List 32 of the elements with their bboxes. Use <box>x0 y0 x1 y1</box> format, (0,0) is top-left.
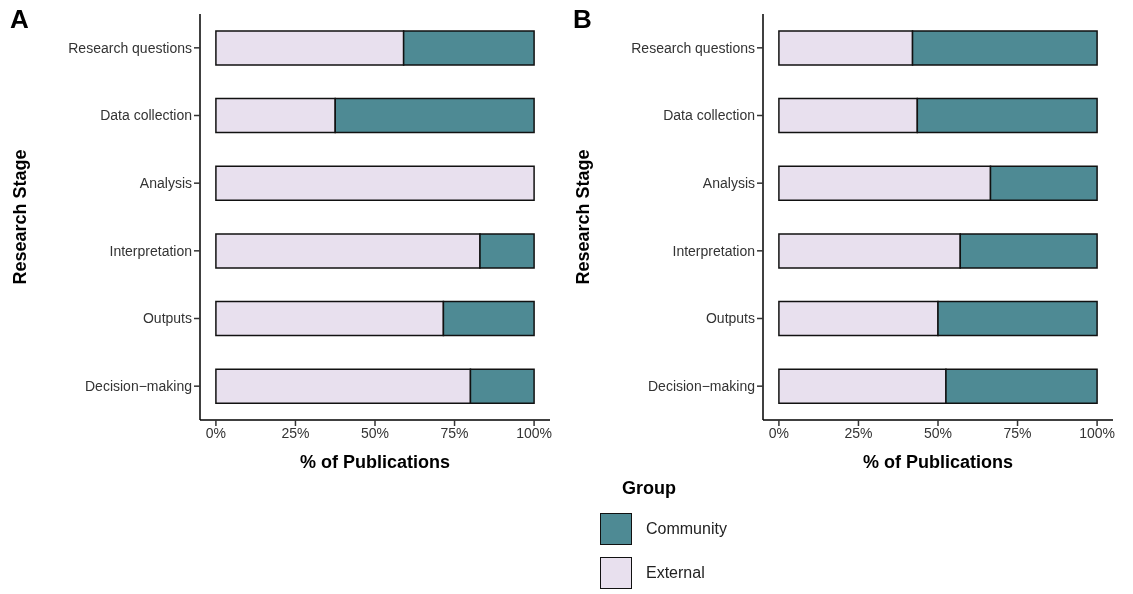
legend-label: Community <box>646 520 727 538</box>
y-tick-label: Outputs <box>705 310 755 327</box>
y-tick-label: Research questions <box>68 39 192 56</box>
x-tick-label: 75% <box>1003 424 1032 441</box>
y-tick-label: Decision−making <box>648 378 755 395</box>
x-tick-label: 50% <box>923 424 953 441</box>
x-axis-title: % of Publications <box>862 452 1014 472</box>
y-axis-title: Research Stage <box>573 149 594 285</box>
bar <box>215 165 535 201</box>
y-tick-label: Interpretation <box>109 242 192 259</box>
chart-title: A <box>10 4 29 35</box>
y-tick-label: Decision−making <box>85 378 192 395</box>
x-tick-label: 0% <box>205 424 227 441</box>
chart-title: B <box>573 4 592 35</box>
x-tick-label: 75% <box>440 424 469 441</box>
x-tick-label: 0% <box>768 424 790 441</box>
y-tick-label: Data collection <box>663 107 755 124</box>
y-tick-label: Analysis <box>139 175 192 192</box>
x-axis-title: % of Publications <box>299 452 451 472</box>
y-axis-title: Research Stage <box>10 149 31 285</box>
x-tick-label: 25% <box>281 424 310 441</box>
y-tick-label: Analysis <box>702 175 755 192</box>
y-tick-label: Research questions <box>631 39 755 56</box>
y-tick-label: Outputs <box>142 310 192 327</box>
y-tick-label: Interpretation <box>672 242 755 259</box>
x-tick-label: 25% <box>844 424 873 441</box>
legend-label: External <box>646 564 705 582</box>
y-tick-label: Data collection <box>100 107 192 124</box>
x-tick-label: 50% <box>360 424 390 441</box>
x-tick-label: 100% <box>516 424 552 441</box>
legend-title: Group <box>622 478 677 499</box>
x-tick-label: 100% <box>1079 424 1115 441</box>
